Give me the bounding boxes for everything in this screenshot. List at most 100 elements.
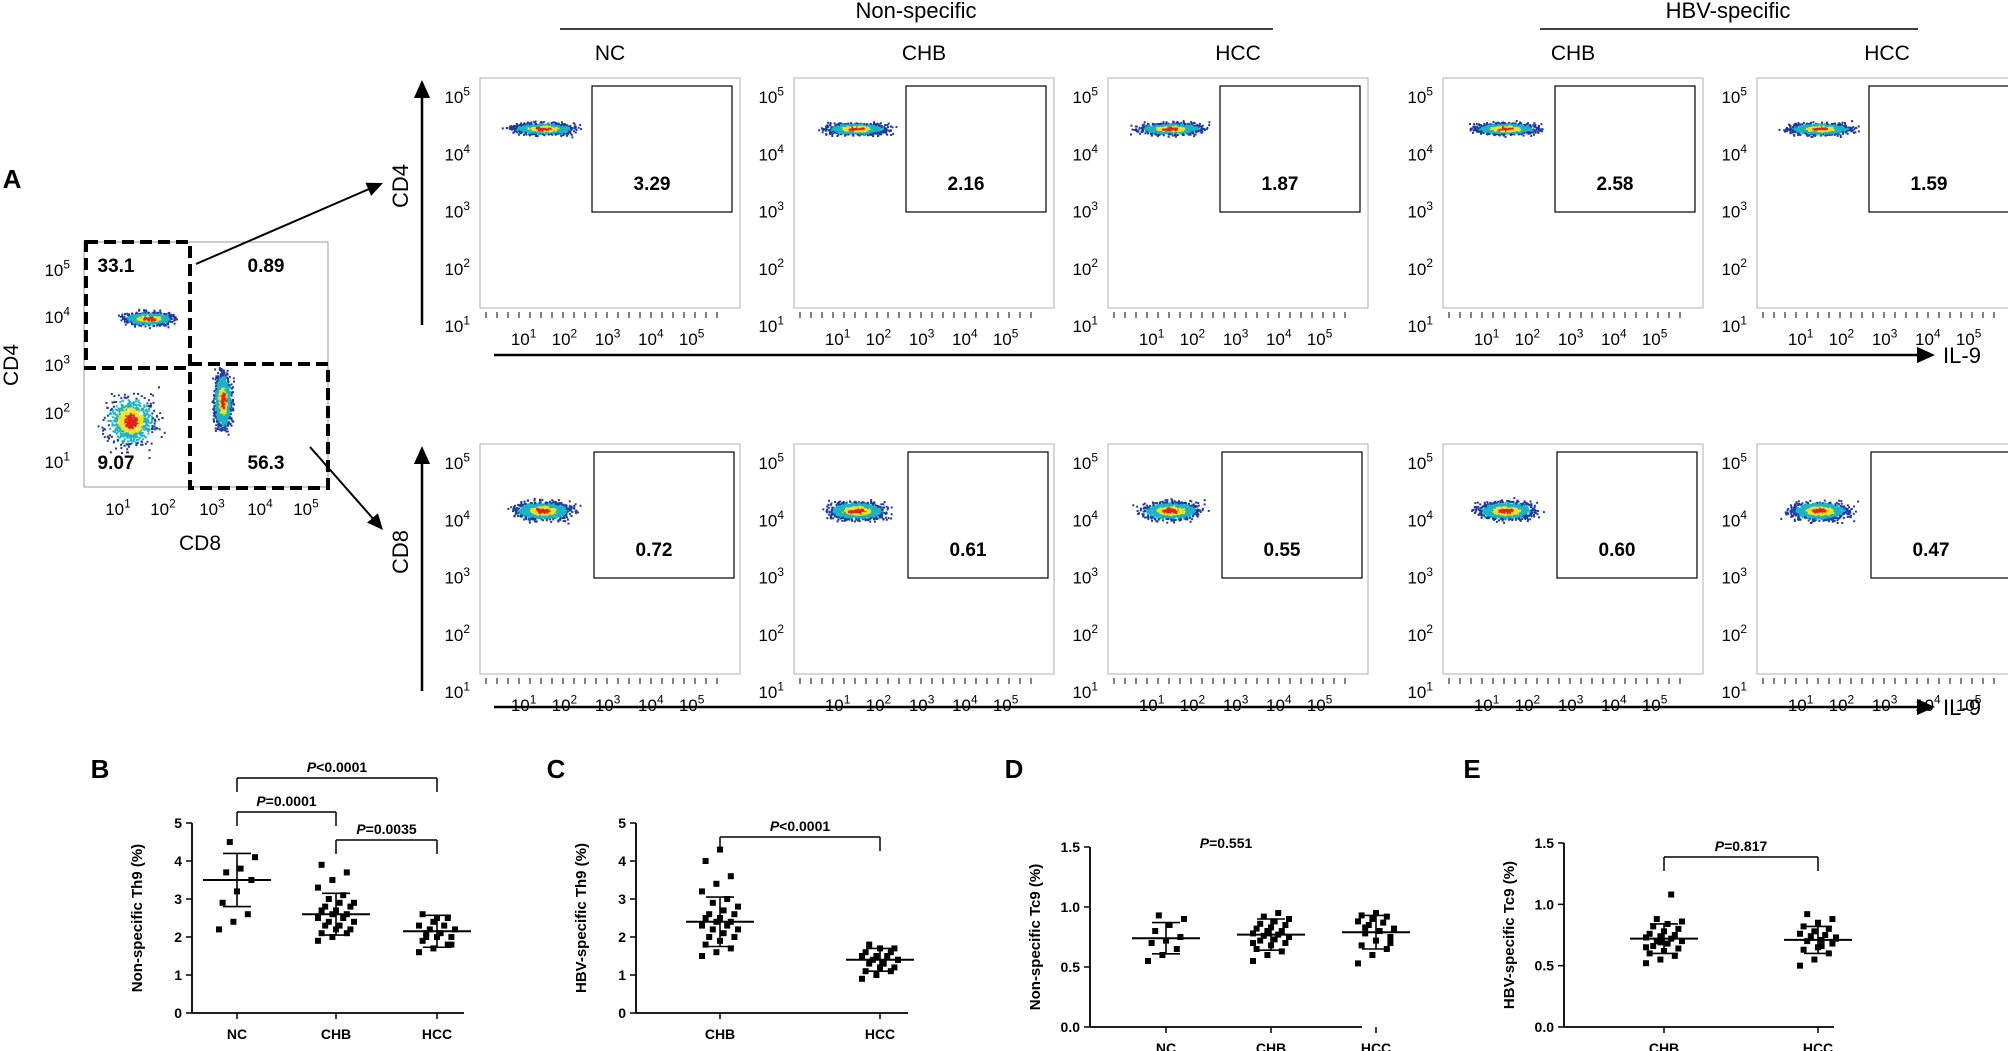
event-dot bbox=[523, 123, 525, 126]
cd8-gate bbox=[188, 362, 330, 490]
event-dot bbox=[230, 417, 233, 420]
event-dot bbox=[545, 131, 548, 134]
event-dot bbox=[119, 420, 122, 423]
event-dot bbox=[135, 404, 138, 407]
event-dot bbox=[217, 372, 219, 375]
event-dot bbox=[540, 122, 543, 125]
event-dot bbox=[228, 401, 231, 404]
event-dot bbox=[125, 426, 128, 429]
event-dot bbox=[129, 315, 132, 318]
event-dot bbox=[140, 318, 143, 321]
event-dot bbox=[558, 125, 560, 128]
x-tick: 104 bbox=[638, 326, 664, 349]
event-dot bbox=[124, 423, 127, 426]
event-dot bbox=[159, 318, 162, 321]
event-dot bbox=[219, 411, 222, 414]
event-dot bbox=[529, 129, 532, 132]
event-dot bbox=[212, 414, 215, 417]
event-dot bbox=[147, 430, 149, 433]
event-dot bbox=[221, 409, 223, 412]
event-dot bbox=[137, 393, 140, 395]
overview-x-label: CD8 bbox=[179, 532, 221, 555]
event-dot bbox=[834, 126, 837, 129]
event-dot bbox=[118, 423, 121, 426]
event-dot bbox=[136, 316, 139, 318]
event-dot bbox=[142, 323, 145, 326]
event-dot bbox=[847, 122, 850, 125]
event-dot bbox=[541, 125, 544, 128]
event-dot bbox=[140, 443, 143, 446]
event-dot bbox=[547, 123, 550, 126]
event-dot bbox=[127, 399, 130, 402]
event-dot bbox=[219, 373, 222, 376]
event-dot bbox=[224, 397, 227, 400]
overview-x-tick: 104 bbox=[247, 496, 273, 519]
event-dot bbox=[556, 123, 559, 126]
event-dot bbox=[149, 405, 152, 408]
event-dot bbox=[145, 422, 148, 425]
event-dot bbox=[555, 126, 558, 129]
event-dot bbox=[222, 397, 225, 400]
event-dot bbox=[211, 401, 214, 404]
event-dot bbox=[136, 416, 139, 419]
event-dot bbox=[555, 124, 558, 127]
header-nonspecific: Non-specific bbox=[855, 0, 976, 23]
event-dot bbox=[224, 405, 227, 408]
event-dot bbox=[126, 424, 129, 427]
event-dot bbox=[230, 424, 233, 427]
event-dot bbox=[226, 372, 229, 375]
event-dot bbox=[143, 312, 146, 315]
event-dot bbox=[228, 415, 231, 418]
event-dot bbox=[164, 320, 167, 323]
event-dot bbox=[126, 406, 129, 409]
event-dot bbox=[149, 313, 152, 316]
event-dot bbox=[122, 423, 125, 426]
event-dot bbox=[125, 413, 128, 416]
event-dot bbox=[168, 312, 171, 315]
event-dot bbox=[222, 379, 225, 382]
event-dot bbox=[121, 440, 124, 443]
event-dot bbox=[866, 130, 869, 133]
event-dot bbox=[217, 375, 219, 378]
event-dot bbox=[166, 315, 169, 318]
event-dot bbox=[518, 133, 521, 136]
event-dot bbox=[567, 126, 570, 129]
event-dot bbox=[156, 314, 159, 317]
event-dot bbox=[227, 417, 230, 420]
event-dot bbox=[220, 388, 223, 391]
event-dot bbox=[141, 432, 144, 435]
event-dot bbox=[132, 401, 135, 404]
event-dot bbox=[553, 124, 556, 127]
event-dot bbox=[131, 420, 134, 423]
event-dot bbox=[884, 124, 887, 126]
overview-y-tick: 102 bbox=[44, 400, 70, 423]
event-dot bbox=[152, 311, 155, 314]
event-dot bbox=[126, 451, 128, 454]
event-dot bbox=[216, 380, 219, 383]
event-dot bbox=[134, 413, 137, 416]
event-dot bbox=[120, 416, 123, 418]
event-dot bbox=[139, 315, 142, 318]
event-dot bbox=[123, 393, 126, 396]
tick-base: 10 bbox=[44, 453, 63, 472]
event-dot bbox=[829, 123, 832, 126]
event-dot bbox=[848, 124, 851, 127]
event-dot bbox=[125, 427, 128, 430]
event-dot bbox=[110, 393, 113, 395]
overview-y-tick: 103 bbox=[44, 352, 70, 375]
event-dot bbox=[545, 123, 548, 126]
event-dot bbox=[124, 435, 127, 438]
event-dot bbox=[869, 129, 871, 132]
event-dot bbox=[517, 128, 520, 131]
event-dot bbox=[222, 421, 225, 424]
event-dot bbox=[531, 133, 534, 136]
event-dot bbox=[227, 433, 230, 436]
event-dot bbox=[138, 429, 141, 431]
event-dot bbox=[224, 427, 227, 430]
event-dot bbox=[135, 432, 138, 435]
event-dot bbox=[226, 408, 229, 411]
column-label-hcc: HCC bbox=[1864, 42, 1910, 65]
event-dot bbox=[216, 392, 218, 395]
event-dot bbox=[551, 133, 554, 136]
